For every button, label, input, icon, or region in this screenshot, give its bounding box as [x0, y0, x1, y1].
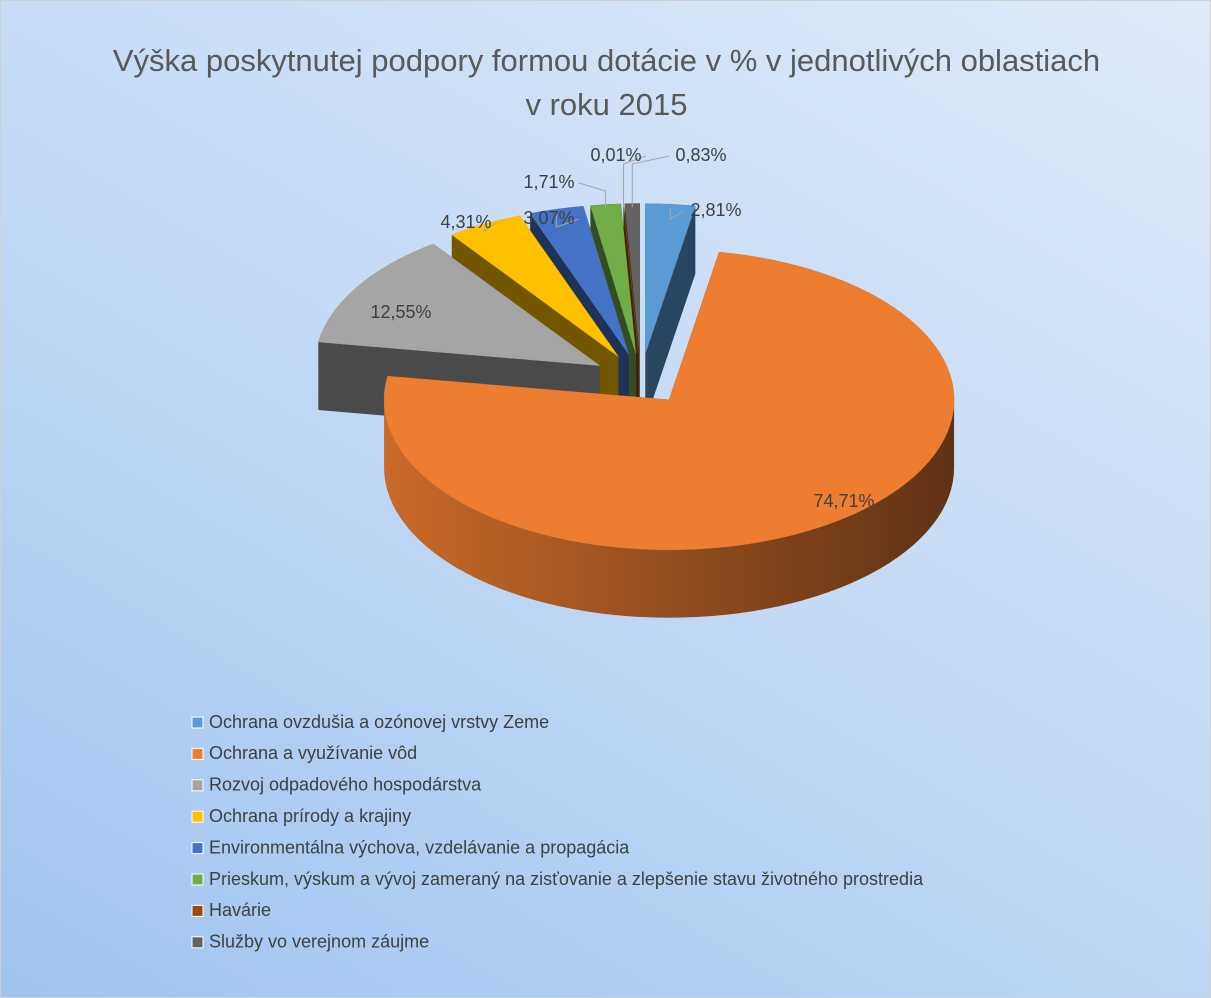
legend-swatch	[191, 873, 204, 886]
legend-swatch	[191, 842, 204, 855]
legend-swatch	[191, 716, 204, 729]
leader-line	[623, 155, 647, 208]
slice	[317, 243, 601, 366]
legend-label: Havárie	[209, 900, 271, 920]
slice-wall	[645, 205, 696, 422]
leader-line	[555, 213, 580, 228]
data-label: 4,31%	[440, 212, 491, 232]
data-label: 2,81%	[690, 200, 741, 220]
legend-label: Prieskum, výskum a vývoj zameraný na zis…	[209, 869, 924, 889]
legend-label: Ochrana a využívanie vôd	[209, 743, 417, 763]
data-label: 1,71%	[523, 172, 574, 192]
leader-line	[484, 222, 497, 232]
data-label: 12,55%	[370, 302, 431, 322]
legend-label: Environmentálna výchova, vzdelávanie a p…	[209, 837, 630, 857]
legend-label: Služby vo verejnom záujme	[209, 932, 429, 952]
slice	[529, 205, 629, 355]
slice	[645, 203, 696, 354]
legend-label: Rozvoj odpadového hospodárstva	[209, 775, 482, 795]
data-label: 0,01%	[590, 145, 641, 165]
slice	[383, 251, 955, 551]
legend-swatch	[191, 904, 204, 917]
data-label: 74,71%	[813, 491, 874, 511]
legend-label: Ochrana prírody a krajiny	[209, 806, 411, 826]
legend-label: Ochrana ovzdušia a ozónovej vrstvy Zeme	[209, 712, 549, 732]
leader-line	[669, 208, 685, 220]
leader-line	[578, 182, 607, 209]
legend-swatch	[191, 779, 204, 792]
legend-swatch	[191, 810, 204, 823]
data-label: 0,83%	[675, 145, 726, 165]
legend-swatch	[191, 936, 204, 949]
data-label: 3,07%	[523, 208, 574, 228]
slice	[451, 215, 619, 357]
leader-line	[631, 155, 670, 208]
slice-side	[384, 399, 955, 618]
legend-swatch	[191, 747, 204, 760]
chart-title: Výška poskytnutej podpory formou dotácie…	[112, 43, 1101, 122]
